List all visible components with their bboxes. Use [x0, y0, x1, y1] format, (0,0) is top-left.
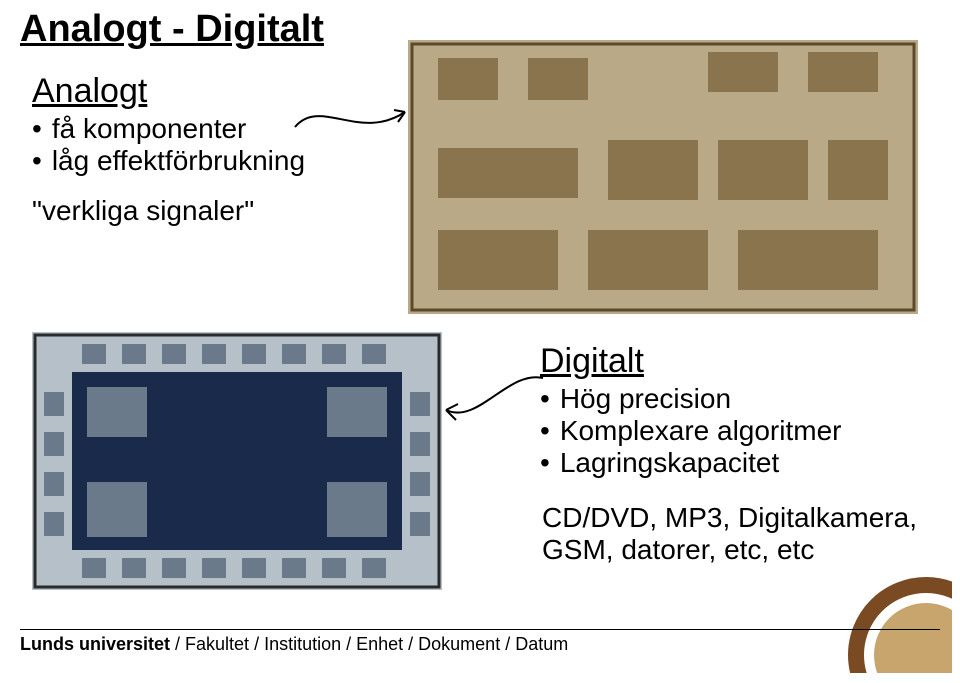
analog-heading: Analogt	[32, 72, 372, 111]
digital-bullet-text: Komplexare algoritmer	[560, 415, 842, 447]
analog-bullet: låg effektförbrukning	[32, 145, 372, 177]
slide: Analogt - Digitalt Analogt få komponente…	[0, 0, 960, 683]
analog-bullet-text: få komponenter	[52, 113, 247, 145]
analog-quote: "verkliga signaler"	[32, 195, 372, 227]
digital-bullet: Komplexare algoritmer	[540, 415, 940, 447]
digital-section: Digitalt Hög precision Komplexare algori…	[540, 342, 940, 566]
footer-rest: / Fakultet / Institution / Enhet / Dokum…	[170, 634, 568, 654]
arrow-chip-to-digital	[438, 370, 548, 440]
analog-section: Analogt få komponenter låg effektförbruk…	[32, 72, 372, 227]
footer-text: Lunds universitet / Fakultet / Instituti…	[20, 634, 940, 655]
digital-heading: Digitalt	[540, 342, 940, 381]
analog-bullet: få komponenter	[32, 113, 372, 145]
digital-bullets: Hög precision Komplexare algoritmer Lagr…	[540, 383, 940, 480]
footer-divider	[20, 629, 940, 630]
analog-bullets: få komponenter låg effektförbrukning	[32, 113, 372, 177]
digital-bullet-text: Hög precision	[560, 383, 731, 415]
footer: Lunds universitet / Fakultet / Instituti…	[20, 629, 940, 655]
digital-bullet: Hög precision	[540, 383, 940, 415]
footer-institution: Lunds universitet	[20, 634, 170, 654]
analog-bullet-text: låg effektförbrukning	[52, 145, 305, 177]
university-seal	[842, 577, 952, 673]
digital-bullet: Lagringskapacitet	[540, 447, 940, 479]
digital-bullet-text: Lagringskapacitet	[560, 447, 779, 479]
digital-extra: CD/DVD, MP3, Digitalkamera, GSM, datorer…	[542, 502, 940, 566]
analog-chip-image	[408, 40, 918, 314]
digital-chip-image	[32, 332, 442, 590]
